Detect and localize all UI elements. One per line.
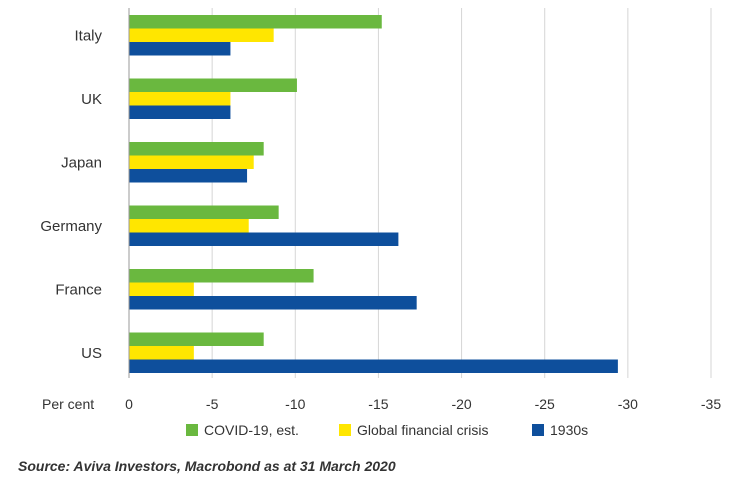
legend-swatch (532, 424, 544, 436)
bar-us-series-3 (129, 359, 618, 373)
x-tick-label: -5 (206, 396, 219, 412)
category-labels: Italy UK Japan Germany France US (40, 27, 102, 362)
category-label-germany: Germany (40, 218, 102, 235)
x-tick-label: -35 (701, 396, 721, 412)
bar-uk-series-2 (129, 92, 231, 106)
bar-germany-series-3 (129, 232, 399, 246)
x-tick-label: -15 (368, 396, 388, 412)
bar-italy-series-1 (129, 15, 382, 29)
legend-label: Global financial crisis (357, 422, 489, 438)
x-tick-labels: 0 -5 -10 -15 -20 -25 -30 -35 (125, 396, 721, 412)
bars (129, 15, 618, 373)
legend-swatch (186, 424, 198, 436)
bar-japan-series-2 (129, 155, 254, 169)
bar-italy-series-2 (129, 28, 274, 42)
bar-france-series-1 (129, 269, 314, 283)
x-tick-label: 0 (125, 396, 133, 412)
x-axis-label: Per cent (42, 396, 94, 412)
category-label-italy: Italy (74, 27, 102, 44)
bar-germany-series-1 (129, 205, 279, 219)
bar-uk-series-3 (129, 105, 231, 119)
bar-germany-series-2 (129, 219, 249, 233)
legend-label: COVID-19, est. (204, 422, 299, 438)
bar-italy-series-3 (129, 42, 231, 56)
x-tick-label: -10 (285, 396, 305, 412)
bar-uk-series-1 (129, 78, 297, 92)
bar-us-series-1 (129, 332, 264, 346)
legend: COVID-19, est. Global financial crisis 193… (186, 422, 588, 438)
x-tick-label: -30 (618, 396, 638, 412)
x-tick-label: -20 (451, 396, 471, 412)
bar-us-series-2 (129, 346, 194, 360)
category-label-uk: UK (81, 91, 102, 108)
category-label-us: US (81, 345, 102, 362)
source-note: Source: Aviva Investors, Macrobond as at… (18, 458, 396, 474)
legend-label: 1930s (550, 422, 588, 438)
grid-lines (211, 8, 712, 378)
bar-chart: Italy UK Japan Germany France US 0 -5 -10 -15 -20… (40, 8, 721, 438)
category-label-france: France (55, 281, 102, 298)
x-tick-label: -25 (535, 396, 555, 412)
bar-france-series-2 (129, 282, 194, 296)
bar-japan-series-3 (129, 169, 248, 183)
category-label-japan: Japan (61, 154, 102, 171)
bar-france-series-3 (129, 296, 417, 310)
legend-swatch (339, 424, 351, 436)
bar-japan-series-1 (129, 142, 264, 156)
